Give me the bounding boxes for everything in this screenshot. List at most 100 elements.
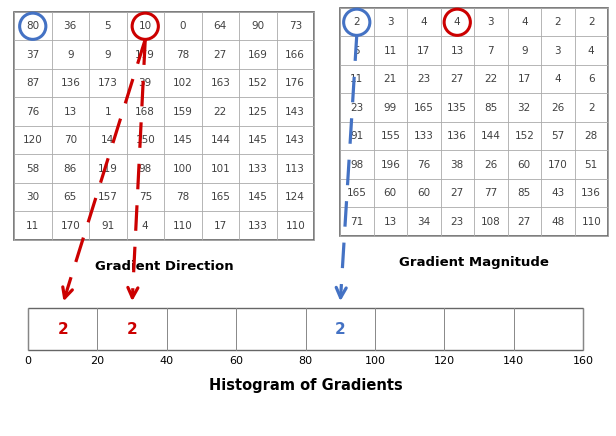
Text: 160: 160	[572, 356, 593, 366]
Text: 165: 165	[210, 192, 230, 202]
Text: 30: 30	[26, 192, 39, 202]
Text: 23: 23	[451, 217, 464, 227]
Text: 119: 119	[98, 164, 118, 174]
Text: 102: 102	[173, 78, 193, 88]
Text: 36: 36	[63, 21, 77, 31]
Text: 86: 86	[63, 164, 77, 174]
Text: 17: 17	[417, 46, 431, 56]
Bar	[28, 308, 583, 350]
Text: 145: 145	[248, 135, 268, 145]
Text: 3: 3	[387, 17, 394, 27]
Text: 120: 120	[23, 135, 43, 145]
Text: 91: 91	[101, 221, 115, 231]
Text: 91: 91	[350, 131, 363, 141]
Text: 60: 60	[417, 188, 431, 198]
Text: 179: 179	[136, 50, 155, 60]
Text: 113: 113	[285, 164, 305, 174]
Text: Histogram of Gradients: Histogram of Gradients	[209, 378, 402, 393]
Text: 90: 90	[251, 21, 264, 31]
Text: 143: 143	[285, 107, 305, 117]
Text: 60: 60	[229, 356, 243, 366]
Text: 136: 136	[60, 78, 80, 88]
Text: 27: 27	[517, 217, 531, 227]
Text: 2: 2	[127, 321, 137, 337]
Text: 196: 196	[380, 160, 400, 170]
Text: 76: 76	[417, 160, 431, 170]
Text: 17: 17	[214, 221, 227, 231]
Text: 9: 9	[67, 50, 73, 60]
Text: 78: 78	[176, 50, 189, 60]
Text: 4: 4	[454, 17, 461, 27]
Text: 99: 99	[384, 103, 397, 113]
Text: 27: 27	[451, 188, 464, 198]
Text: 9: 9	[105, 50, 111, 60]
Text: 23: 23	[350, 103, 363, 113]
Text: 173: 173	[98, 78, 118, 88]
Text: 40: 40	[160, 356, 174, 366]
Text: 39: 39	[139, 78, 152, 88]
Text: 71: 71	[350, 217, 363, 227]
Text: 2: 2	[554, 17, 561, 27]
Text: 157: 157	[98, 192, 118, 202]
Text: 5: 5	[105, 21, 111, 31]
Text: 176: 176	[285, 78, 305, 88]
Text: 22: 22	[484, 74, 497, 84]
Text: 80: 80	[26, 21, 39, 31]
Text: 11: 11	[384, 46, 397, 56]
Text: 70: 70	[63, 135, 77, 145]
Text: 108: 108	[481, 217, 501, 227]
Text: 168: 168	[136, 107, 155, 117]
Text: 20: 20	[91, 356, 105, 366]
Text: 11: 11	[26, 221, 39, 231]
Text: 10: 10	[139, 21, 152, 31]
Text: 21: 21	[384, 74, 397, 84]
Text: 4: 4	[588, 46, 594, 56]
Text: 124: 124	[285, 192, 305, 202]
Text: 165: 165	[414, 103, 434, 113]
Text: 2: 2	[335, 321, 346, 337]
Text: 4: 4	[421, 17, 427, 27]
Text: 120: 120	[434, 356, 455, 366]
Text: 0: 0	[179, 21, 186, 31]
Bar	[340, 8, 608, 236]
Text: 26: 26	[551, 103, 564, 113]
Text: 13: 13	[63, 107, 77, 117]
Text: 73: 73	[289, 21, 302, 31]
Text: 9: 9	[521, 46, 527, 56]
Text: 57: 57	[551, 131, 564, 141]
Text: 145: 145	[248, 192, 268, 202]
Text: 2: 2	[354, 17, 360, 27]
Text: 170: 170	[548, 160, 567, 170]
Text: 110: 110	[285, 221, 305, 231]
Text: 2: 2	[588, 103, 594, 113]
Text: 27: 27	[451, 74, 464, 84]
Text: 100: 100	[173, 164, 193, 174]
Text: 110: 110	[173, 221, 193, 231]
Text: 135: 135	[447, 103, 467, 113]
Text: 163: 163	[210, 78, 230, 88]
Text: 13: 13	[451, 46, 464, 56]
Text: 75: 75	[139, 192, 152, 202]
Text: 152: 152	[514, 131, 534, 141]
Text: 110: 110	[582, 217, 601, 227]
Text: 100: 100	[365, 356, 386, 366]
Text: 152: 152	[248, 78, 268, 88]
Text: 133: 133	[248, 221, 268, 231]
Text: 13: 13	[384, 217, 397, 227]
Text: 2: 2	[57, 321, 68, 337]
Text: 23: 23	[417, 74, 431, 84]
Text: 98: 98	[350, 160, 363, 170]
Text: 34: 34	[417, 217, 431, 227]
Text: 65: 65	[63, 192, 77, 202]
Text: 27: 27	[214, 50, 227, 60]
Text: 85: 85	[484, 103, 497, 113]
Text: 58: 58	[26, 164, 39, 174]
Text: 4: 4	[142, 221, 148, 231]
Text: 22: 22	[214, 107, 227, 117]
Text: 11: 11	[350, 74, 363, 84]
Text: 159: 159	[173, 107, 193, 117]
Text: 145: 145	[173, 135, 193, 145]
Text: 155: 155	[380, 131, 400, 141]
Text: 0: 0	[25, 356, 31, 366]
Bar	[14, 12, 314, 240]
